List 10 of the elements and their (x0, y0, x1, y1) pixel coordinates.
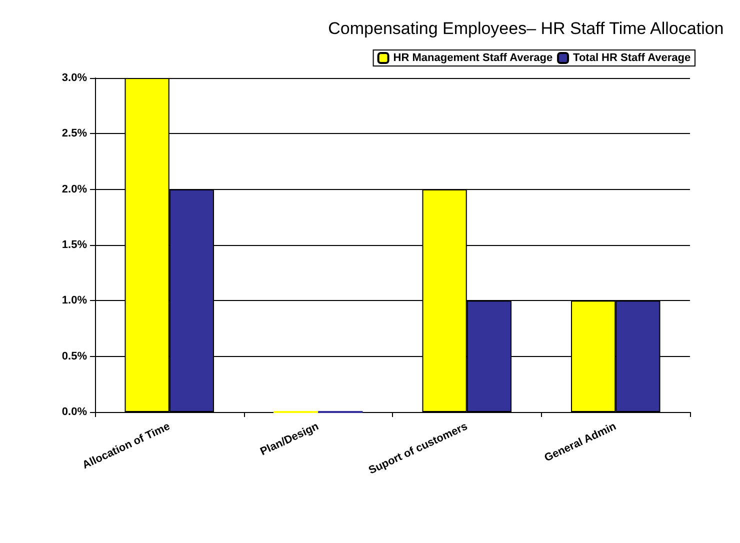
legend-label: HR Management Staff Average (393, 52, 553, 64)
y-tick-label: 1.5% (62, 239, 88, 251)
chart-title: Compensating Employees– HR Staff Time Allocation (328, 19, 724, 38)
legend-label: Total HR Staff Average (573, 52, 691, 64)
y-tick-label: 2.0% (62, 183, 88, 196)
y-tick-label: 3.0% (62, 72, 88, 84)
y-tick-label: 2.5% (62, 128, 88, 140)
y-tick-label: 0.5% (62, 350, 88, 362)
y-tick-label: 0.0% (62, 406, 88, 418)
y-tick-label: 1.0% (62, 294, 88, 307)
